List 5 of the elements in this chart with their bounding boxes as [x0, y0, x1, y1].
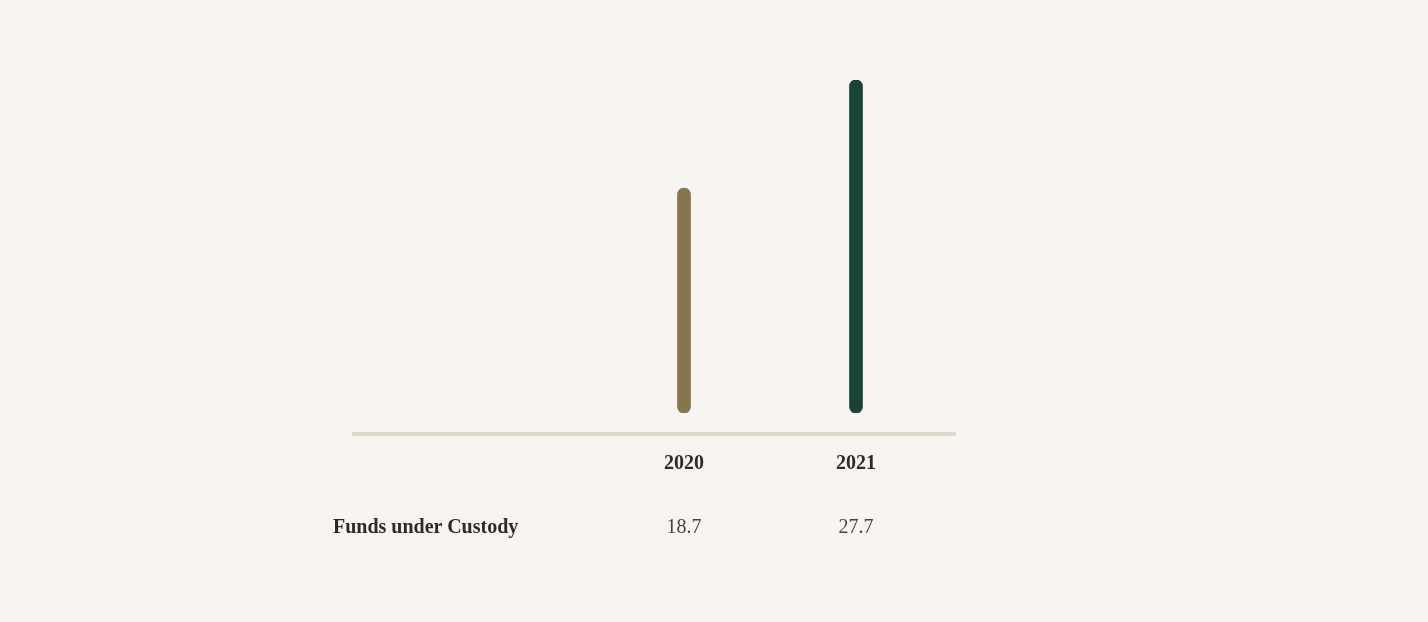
data-label: 18.7 — [666, 515, 702, 538]
data-label: 27.7 — [838, 515, 874, 538]
x-tick-label: 2021 — [836, 451, 876, 474]
text: Funds under Custody — [333, 515, 519, 539]
x-tick-label: 2020 — [664, 451, 704, 474]
